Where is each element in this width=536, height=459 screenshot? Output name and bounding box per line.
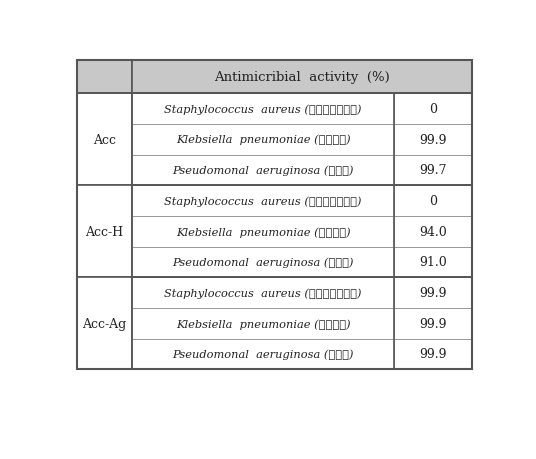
Bar xyxy=(394,217,472,247)
Text: Acc-Ag: Acc-Ag xyxy=(83,317,126,330)
Text: Pseudomonal  aeruginosa (녹농균): Pseudomonal aeruginosa (녹농균) xyxy=(172,257,354,268)
Text: Antimicribial  activity  (%): Antimicribial activity (%) xyxy=(214,71,390,84)
Text: Pseudomonal  aeruginosa (녹농균): Pseudomonal aeruginosa (녹농균) xyxy=(172,165,354,176)
Bar xyxy=(394,339,472,369)
Text: Acc-H: Acc-H xyxy=(86,225,124,238)
Text: Pseudomonal  aeruginosa (녹농균): Pseudomonal aeruginosa (녹농균) xyxy=(172,349,354,359)
Bar xyxy=(77,61,472,369)
Text: 94.0: 94.0 xyxy=(419,225,447,238)
Bar xyxy=(394,155,472,186)
Bar xyxy=(394,308,472,339)
Text: 99.9: 99.9 xyxy=(419,317,447,330)
Text: Klebsiella  pneumoniae (폐렴간균): Klebsiella pneumoniae (폐렴간균) xyxy=(176,226,351,237)
Text: 99.7: 99.7 xyxy=(419,164,447,177)
Bar xyxy=(132,217,394,247)
Text: 0: 0 xyxy=(429,103,437,116)
Text: Klebsiella  pneumoniae (폐렴간균): Klebsiella pneumoniae (폐렴간균) xyxy=(176,134,351,145)
Bar xyxy=(132,247,394,278)
Bar xyxy=(394,124,472,155)
Bar xyxy=(77,61,132,94)
Text: Staphylococcus  aureus (황색포도상구균): Staphylococcus aureus (황색포도상구균) xyxy=(165,288,362,298)
Text: 99.9: 99.9 xyxy=(419,134,447,146)
Text: 91.0: 91.0 xyxy=(419,256,447,269)
Bar xyxy=(132,124,394,155)
Bar xyxy=(394,278,472,308)
Bar xyxy=(394,186,472,217)
Bar xyxy=(132,94,394,124)
Bar xyxy=(77,94,132,186)
Bar xyxy=(77,278,132,369)
Text: 99.9: 99.9 xyxy=(419,348,447,361)
Text: Klebsiella  pneumoniae (폐렴간균): Klebsiella pneumoniae (폐렴간균) xyxy=(176,319,351,329)
Bar xyxy=(132,155,394,186)
Text: 99.9: 99.9 xyxy=(419,286,447,299)
Text: Staphylococcus  aureus (황색포도상구균): Staphylococcus aureus (황색포도상구균) xyxy=(165,196,362,207)
Bar xyxy=(132,61,472,94)
Text: Staphylococcus  aureus (황색포도상구균): Staphylococcus aureus (황색포도상구균) xyxy=(165,104,362,115)
Bar xyxy=(394,247,472,278)
Text: 0: 0 xyxy=(429,195,437,207)
Bar xyxy=(132,278,394,308)
Bar xyxy=(132,339,394,369)
Bar xyxy=(77,186,132,278)
Text: Acc: Acc xyxy=(93,134,116,146)
Bar xyxy=(132,186,394,217)
Bar xyxy=(394,94,472,124)
Bar xyxy=(132,308,394,339)
